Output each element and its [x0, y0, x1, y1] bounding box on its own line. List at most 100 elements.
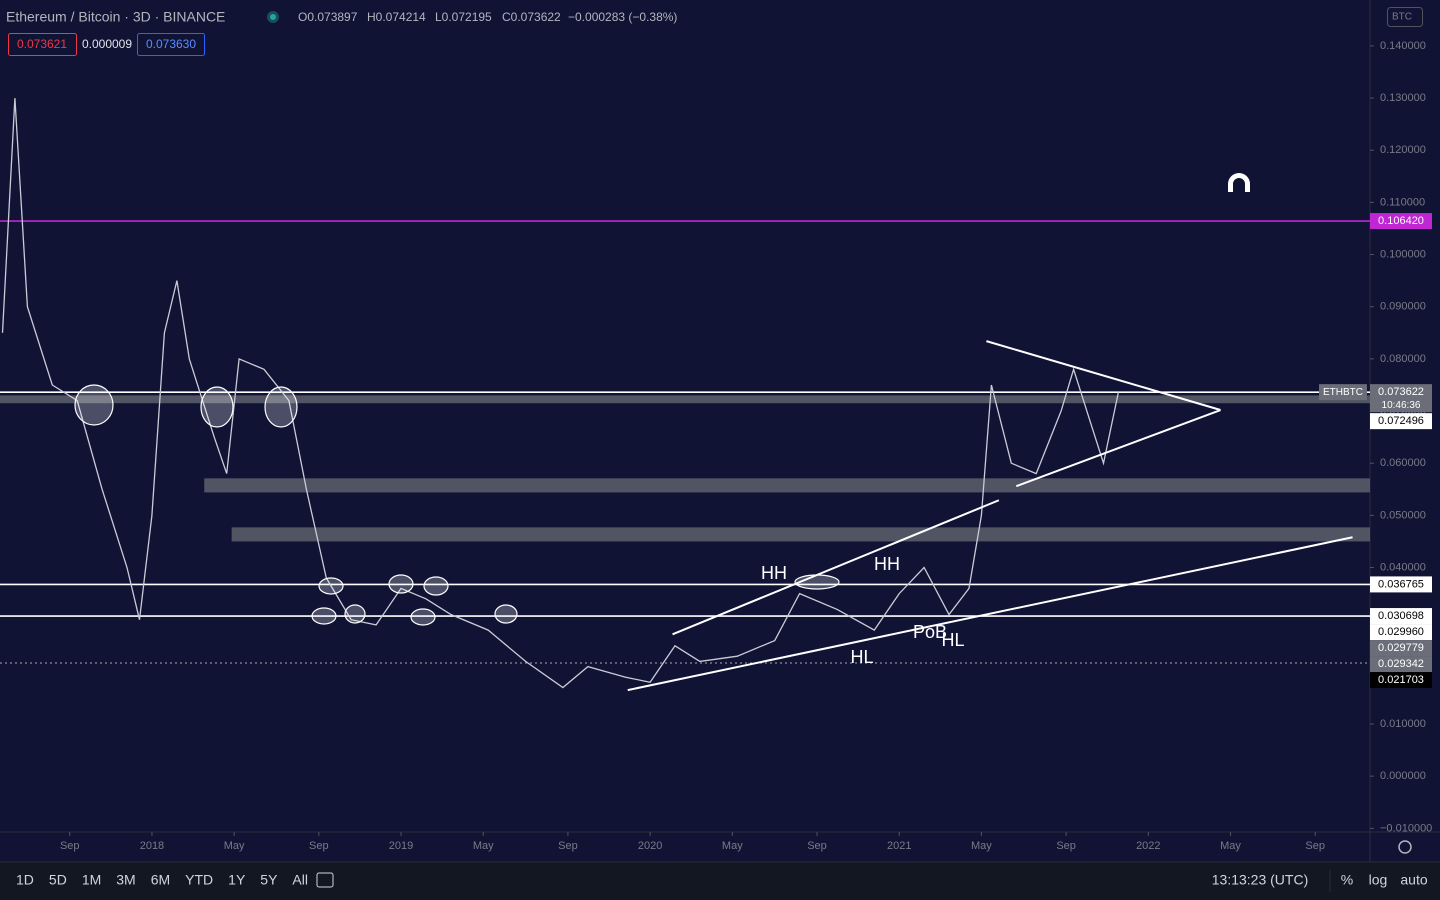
price-label-bg: [1370, 672, 1432, 689]
x-tick-label: May: [971, 840, 992, 852]
marker-ellipse: [388, 574, 414, 594]
symbol: Ethereum / Bitcoin · 3D · BINANCE: [6, 9, 225, 25]
log-toggle[interactable]: log: [1369, 872, 1388, 888]
x-tick-label: May: [224, 840, 245, 852]
x-tick-label: May: [473, 840, 494, 852]
price-label-bg: [1370, 656, 1432, 673]
y-tick-label: 0.100000: [1380, 248, 1426, 260]
x-tick-label: Sep: [807, 840, 827, 852]
range-button[interactable]: YTD: [185, 872, 213, 888]
plot-area: [0, 0, 1370, 832]
range-button[interactable]: 5Y: [260, 872, 278, 888]
price-line: [1, 98, 1120, 689]
ohlc-low: L0.072195: [435, 10, 492, 24]
price-label-bg: [1370, 640, 1432, 657]
price-label: 0.029960: [1378, 626, 1424, 638]
marker-ellipse: [200, 386, 234, 428]
trendline: [986, 340, 1221, 411]
range-button[interactable]: 1D: [16, 872, 34, 888]
range-button[interactable]: 1Y: [228, 872, 246, 888]
price-label: 0.029779: [1378, 642, 1424, 654]
price-label-bg: [1370, 624, 1432, 641]
annotation: HH: [761, 563, 787, 583]
y-tick-label: −0.010000: [1380, 822, 1432, 834]
plot: [0, 98, 1371, 689]
status-dot: [270, 14, 276, 20]
annotation: HH: [874, 554, 900, 574]
x-tick-label: May: [1220, 840, 1241, 852]
ohlc-open: O0.073897: [298, 10, 358, 24]
y-tick-label: 0.130000: [1380, 92, 1426, 104]
price-label: 0.021703: [1378, 674, 1424, 686]
y-tick-label: 0.140000: [1380, 40, 1426, 52]
price-label: 0.106420: [1378, 215, 1424, 227]
x-tick-label: Sep: [1305, 840, 1325, 852]
x-tick-label: Sep: [1056, 840, 1076, 852]
range-button[interactable]: All: [292, 872, 308, 888]
ohlc-close: C0.073622: [502, 10, 561, 24]
ohlc-high: H0.074214: [367, 10, 426, 24]
percent-toggle[interactable]: %: [1341, 872, 1353, 888]
y-tick-label: 0.110000: [1380, 196, 1425, 208]
x-tick-label: Sep: [309, 840, 329, 852]
x-tick-label: Sep: [558, 840, 578, 852]
auto-toggle[interactable]: auto: [1400, 872, 1427, 888]
y-tick-label: 0.050000: [1380, 509, 1426, 521]
sell-box[interactable]: [8, 33, 77, 56]
y-tick-label: 0.010000: [1380, 718, 1426, 730]
price-label: 0.073622: [1378, 386, 1424, 398]
zone: [204, 478, 1371, 493]
range-button[interactable]: 1M: [82, 872, 101, 888]
symbol-tag: ETHBTC: [1323, 387, 1363, 398]
zone: [0, 395, 1370, 404]
price-label-bg: [1370, 608, 1432, 625]
x-tick-label: Sep: [60, 840, 80, 852]
marker-ellipse: [344, 604, 366, 624]
x-tick-label: 2019: [389, 840, 413, 852]
toolbar: 13:13:23 (UTC) % log auto 1D 5D 1M 3M 6M YTD 1…: [16, 870, 1428, 892]
countdown-bg: [1370, 399, 1432, 413]
price-label-bg: [1370, 384, 1432, 401]
currency-button[interactable]: [1387, 7, 1423, 27]
range-button[interactable]: 5D: [49, 872, 67, 888]
currency[interactable]: BTC: [1392, 12, 1412, 23]
x-tick-label: 2022: [1136, 840, 1160, 852]
price-axis: [1370, 0, 1440, 862]
compare-icon[interactable]: [316, 872, 334, 888]
zone: [231, 527, 1370, 542]
y-tick-label: 0.090000: [1380, 301, 1426, 313]
time-axis: [0, 832, 1370, 862]
marker-ellipse: [264, 386, 298, 428]
price-label: 0.036765: [1378, 578, 1424, 590]
ohlc-change: −0.000283 (−0.38%): [568, 10, 677, 24]
price-label: 0.030698: [1378, 610, 1424, 622]
marker-ellipse: [410, 608, 436, 626]
price-label: 0.072496: [1378, 415, 1424, 427]
marker-ellipse: [794, 574, 840, 590]
clock: 13:13:23 (UTC): [1212, 872, 1308, 888]
x-tick-label: 2018: [140, 840, 164, 852]
range-button[interactable]: 3M: [116, 872, 135, 888]
price-label-bg: [1370, 213, 1432, 230]
trendline: [627, 536, 1353, 692]
symbol-tag-bg: [1319, 384, 1367, 401]
x-tick-label: 2020: [638, 840, 662, 852]
magnet-icon[interactable]: [1228, 173, 1250, 192]
buy-price[interactable]: 0.073630: [146, 37, 196, 51]
settings-icon[interactable]: [1398, 840, 1412, 854]
buy-box[interactable]: [137, 33, 205, 56]
marker-ellipse: [74, 384, 114, 426]
y-tick-label: 0.000000: [1380, 770, 1426, 782]
marker-ellipse: [311, 607, 337, 625]
x-tick-label: 2021: [887, 840, 911, 852]
sell-price[interactable]: 0.073621: [17, 37, 67, 51]
annotation: PoB: [913, 622, 947, 642]
marker-ellipse: [423, 576, 449, 596]
y-tick-label: 0.060000: [1380, 457, 1426, 469]
marker-ellipse: [494, 604, 518, 624]
range-button[interactable]: 6M: [151, 872, 170, 888]
y-tick-label: 0.080000: [1380, 353, 1426, 365]
